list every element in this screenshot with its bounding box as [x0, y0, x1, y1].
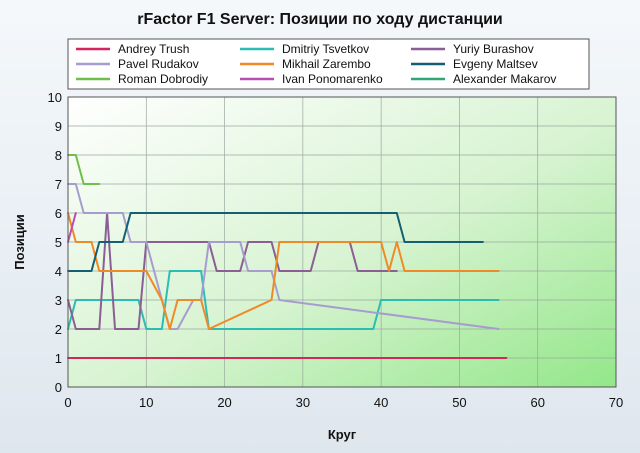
legend-label: Andrey Trush: [118, 42, 189, 56]
x-tick-label: 20: [217, 395, 231, 410]
legend-label: Pavel Rudakov: [118, 57, 199, 71]
series-line-4: [67, 212, 500, 330]
legend-label: Ivan Ponomarenko: [282, 72, 383, 86]
x-tick-label: 70: [609, 395, 623, 410]
legend-item: Yuriy Burashov: [411, 42, 534, 56]
series-line-7: [67, 212, 77, 243]
y-tick-label: 9: [55, 119, 62, 134]
y-tick-label: 10: [48, 90, 62, 105]
series-line-5: [67, 212, 484, 272]
y-tick-label: 5: [55, 235, 62, 250]
series-line-1: [67, 270, 500, 330]
x-tick-label: 0: [64, 395, 71, 410]
legend: Andrey Trush Dmitriy Tsvetkov Yuriy Burash…: [67, 38, 590, 90]
legend-label: Mikhail Zarembo: [282, 57, 371, 71]
legend-box: [67, 38, 590, 90]
x-ticks: 0 10 20 30 40 50 60 70: [64, 395, 623, 410]
chart-title: rFactor F1 Server: Позиции по ходу диста…: [137, 11, 503, 28]
legend-label: Dmitriy Tsvetkov: [282, 42, 369, 56]
plot-border: [67, 96, 617, 388]
series-line-6: [67, 154, 101, 185]
legend-label: Roman Dobrodiy: [118, 72, 208, 86]
x-tick-label: 50: [452, 395, 466, 410]
y-tick-label: 7: [55, 177, 62, 192]
y-tick-label: 1: [55, 351, 62, 366]
legend-item: Roman Dobrodiy: [76, 72, 208, 86]
y-tick-label: 2: [55, 322, 62, 337]
legend-label: Alexander Makarov: [453, 72, 556, 86]
legend-item: Andrey Trush: [76, 42, 189, 56]
y-ticks: 0 1 2 3 4 5 6 7 8 9 10: [48, 90, 62, 395]
y-tick-label: 8: [55, 148, 62, 163]
y-tick-label: 3: [55, 293, 62, 308]
x-tick-label: 30: [296, 395, 310, 410]
x-tick-label: 60: [530, 395, 544, 410]
legend-item: Pavel Rudakov: [76, 57, 199, 71]
x-axis-label: Круг: [328, 427, 357, 442]
series-lines: [67, 154, 508, 359]
legend-label: Evgeny Maltsev: [453, 57, 538, 71]
legend-label: Yuriy Burashov: [453, 42, 534, 56]
y-tick-label: 6: [55, 206, 62, 221]
y-tick-label: 0: [55, 380, 62, 395]
legend-item: Mikhail Zarembo: [240, 57, 371, 71]
series-line-3: [67, 183, 500, 330]
legend-item: Alexander Makarov: [411, 72, 556, 86]
legend-item: Ivan Ponomarenko: [240, 72, 383, 86]
legend-item: Dmitriy Tsvetkov: [240, 42, 369, 56]
legend-item: Evgeny Maltsev: [411, 57, 538, 71]
y-tick-label: 4: [55, 264, 62, 279]
x-tick-label: 40: [374, 395, 388, 410]
y-axis-label: Позиции: [12, 214, 27, 270]
x-tick-label: 10: [139, 395, 153, 410]
